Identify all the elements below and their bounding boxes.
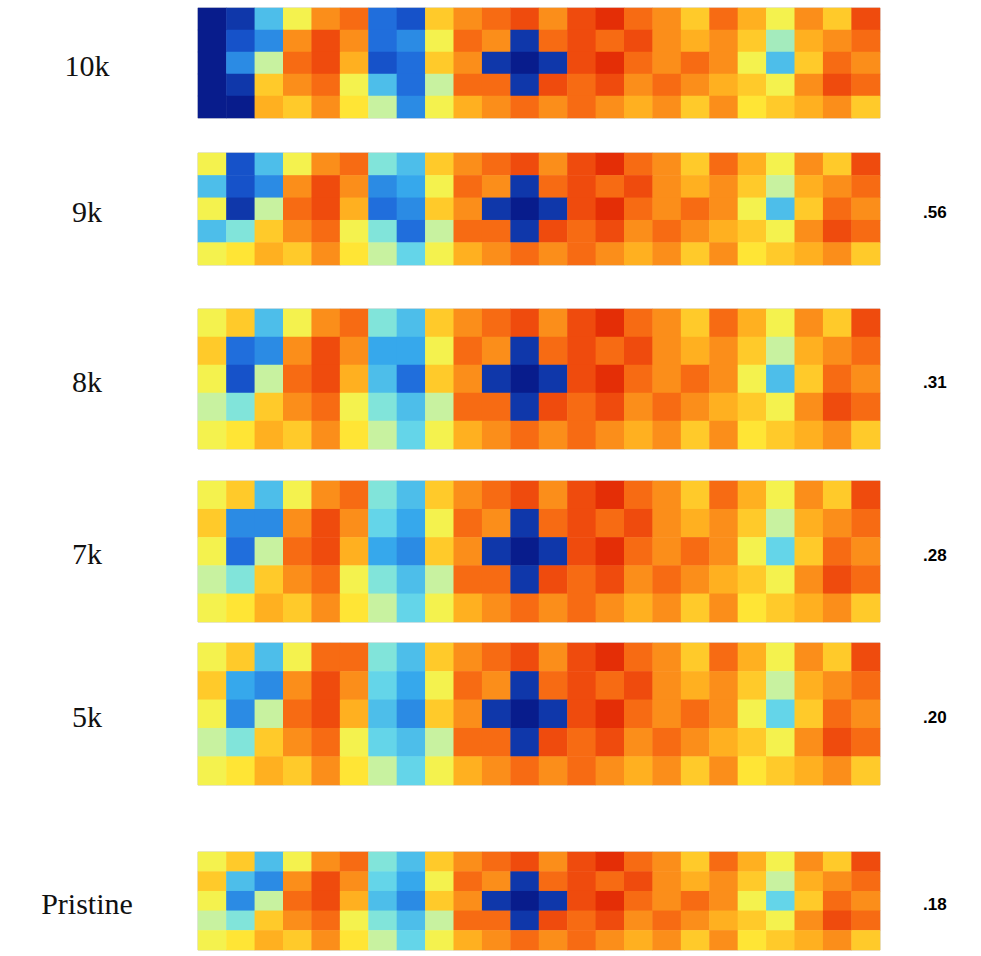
svg-text:.18: .18 <box>923 895 947 914</box>
svg-text:8k: 8k <box>72 365 102 398</box>
svg-text:.31: .31 <box>923 373 947 392</box>
svg-text:.28: .28 <box>923 546 947 565</box>
svg-text:.20: .20 <box>923 708 947 727</box>
svg-text:.56: .56 <box>923 203 947 222</box>
svg-text:10k: 10k <box>65 49 110 82</box>
svg-text:7k: 7k <box>72 537 102 570</box>
svg-text:9k: 9k <box>72 195 102 228</box>
svg-text:5k: 5k <box>72 700 102 733</box>
svg-text:Pristine: Pristine <box>41 887 133 920</box>
